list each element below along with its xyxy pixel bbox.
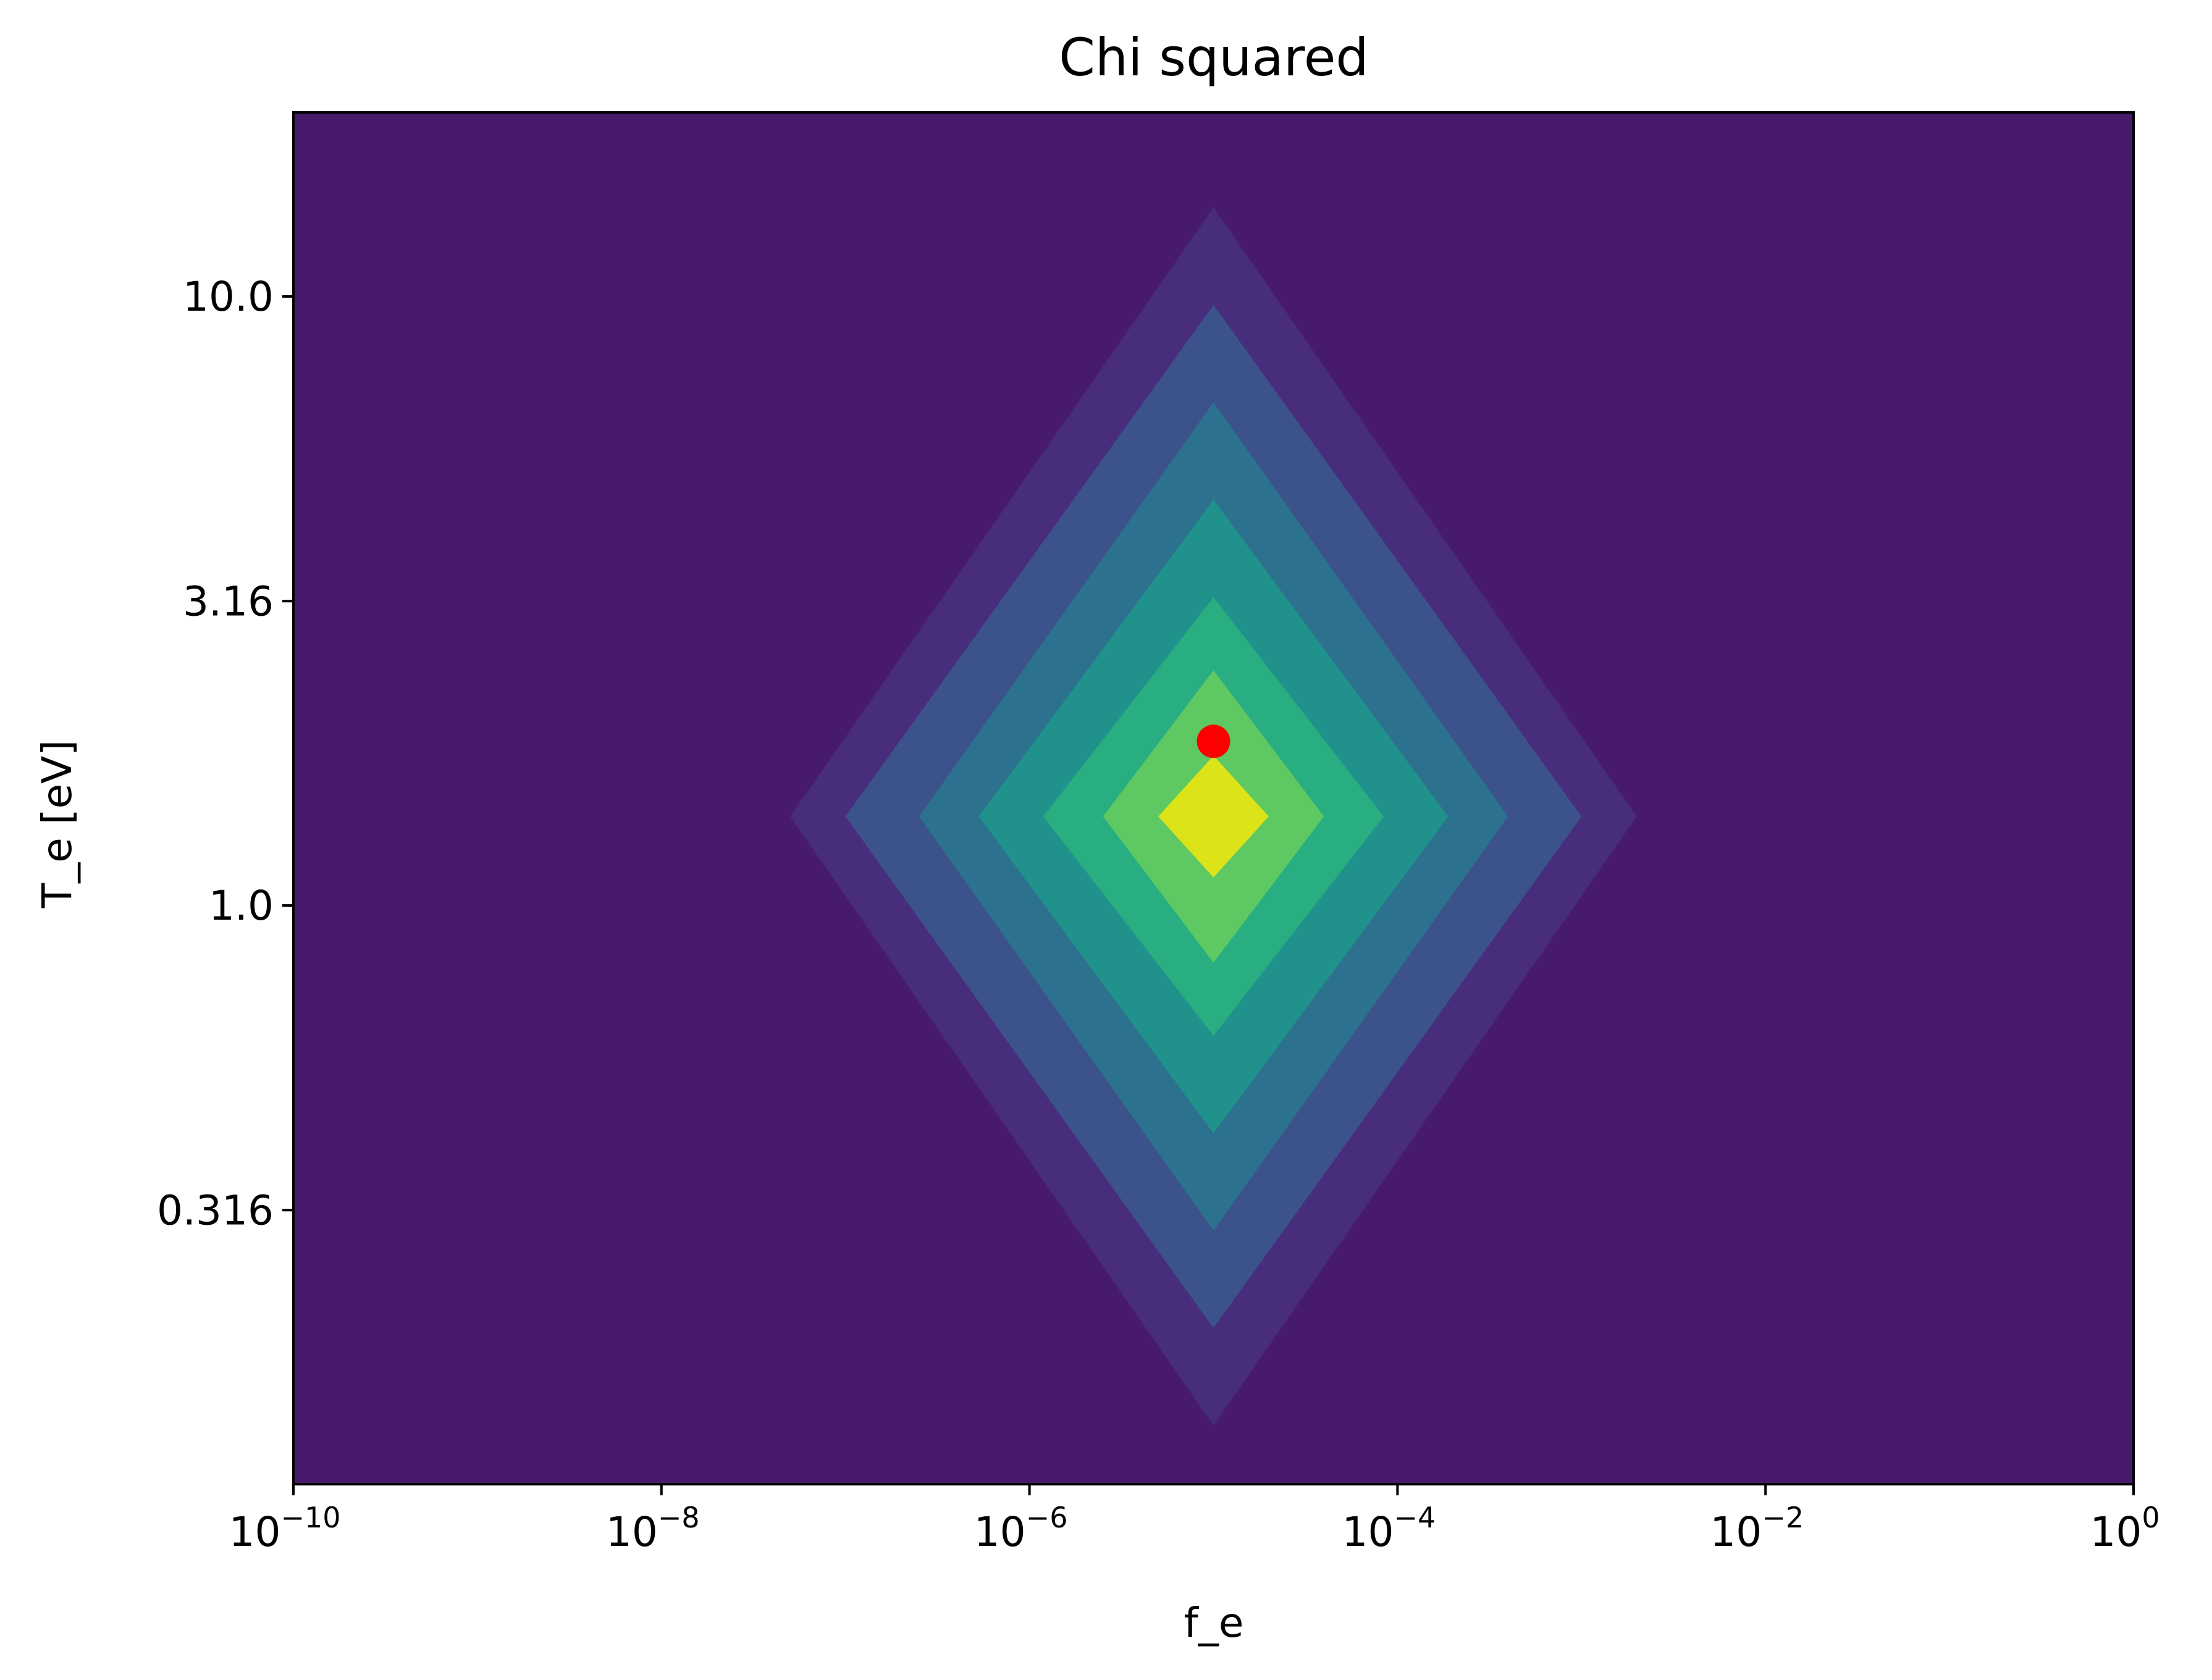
y-tick-label: 1.0 bbox=[209, 882, 274, 930]
x-tick-label: 10−10 bbox=[229, 1501, 340, 1556]
x-axis-label: f_e bbox=[1184, 1599, 1244, 1647]
y-axis: 10.0 3.16 1.0 0.316 bbox=[157, 273, 293, 1234]
plot-area bbox=[292, 111, 2135, 1485]
x-tick-label: 10−8 bbox=[606, 1501, 700, 1556]
y-tick-label: 3.16 bbox=[183, 578, 274, 625]
y-tick-label: 0.316 bbox=[157, 1186, 274, 1234]
x-tick-label: 10−4 bbox=[1342, 1501, 1436, 1556]
y-axis-label: T_e [eV] bbox=[33, 740, 81, 909]
y-tick-label: 10.0 bbox=[183, 273, 274, 321]
best-fit-marker bbox=[1196, 724, 1230, 758]
x-axis: 10−10 10−8 10−6 10−4 10−2 100 bbox=[229, 1484, 2160, 1556]
x-tick-label: 10−2 bbox=[1710, 1501, 1804, 1556]
chart-title: Chi squared bbox=[1059, 27, 1368, 88]
x-tick-label: 10−6 bbox=[974, 1501, 1068, 1556]
contour-level-7 bbox=[1158, 755, 1269, 878]
plot-frame bbox=[292, 111, 2135, 1485]
x-tick-label: 100 bbox=[2090, 1501, 2159, 1556]
